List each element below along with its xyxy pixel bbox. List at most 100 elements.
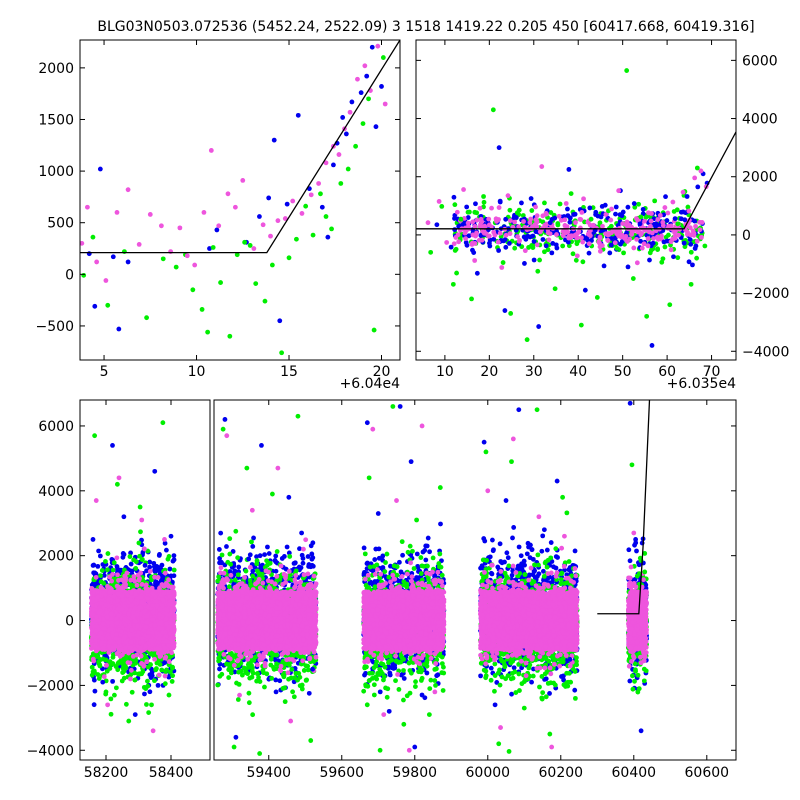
bottom-pink-cloud-point bbox=[114, 583, 120, 589]
top-right-pink-point bbox=[563, 201, 569, 206]
top-left-green-point bbox=[318, 191, 323, 197]
bottom-green-cloud-point bbox=[89, 664, 95, 670]
top-right-pink-cloud-point bbox=[639, 245, 645, 251]
top-right-pink-cloud-point bbox=[578, 225, 583, 231]
top-left-blue-point bbox=[373, 124, 379, 130]
top-left-blue-point bbox=[257, 214, 262, 219]
top-right-blue-cloud-point bbox=[647, 257, 652, 263]
bottom-blue-cloud-point bbox=[171, 553, 177, 559]
top-left-green-point bbox=[234, 252, 240, 258]
top-left-pink-point bbox=[192, 262, 198, 268]
bottom-pink-cloud-point bbox=[139, 581, 145, 587]
top-right-pink-cloud-point bbox=[693, 223, 698, 229]
top-right-pink-point bbox=[698, 168, 704, 174]
top-right-pink-cloud-point bbox=[474, 217, 480, 223]
bottom-green-cloud-point bbox=[162, 681, 168, 687]
top-left-blue-point bbox=[284, 201, 290, 207]
top-right-green-cloud-point bbox=[685, 204, 691, 210]
top-right-pink-cloud-point bbox=[645, 236, 651, 242]
top-left-pink-point bbox=[103, 278, 109, 283]
bottom-blue-cloud-point bbox=[166, 674, 172, 680]
top-right-blue-cloud-point bbox=[531, 239, 537, 244]
top-right-pink-cloud-point bbox=[472, 241, 478, 246]
top-right-green-point bbox=[542, 200, 547, 206]
bottom-green-cloud-point bbox=[99, 568, 105, 573]
top-left-blue-point bbox=[97, 166, 103, 172]
top-right-green-cloud-point bbox=[507, 207, 513, 213]
top-left-pink-point bbox=[382, 101, 388, 107]
top-left-blue-point bbox=[92, 303, 98, 309]
top-left-blue-point bbox=[331, 162, 336, 168]
top-right-green-cloud-point bbox=[542, 249, 547, 255]
top-right-pink-cloud-point bbox=[699, 234, 704, 240]
bottom-green-cloud-point bbox=[119, 678, 125, 684]
top-right-pink-cloud-point bbox=[486, 233, 492, 239]
top-right-blue-point bbox=[684, 194, 690, 199]
top-right-pink-cloud-point bbox=[534, 213, 540, 219]
bottom-blue-cloud-point bbox=[147, 689, 153, 695]
top-left-green-point bbox=[380, 55, 386, 60]
top-right-pink-point bbox=[662, 205, 668, 210]
top-left-green-point bbox=[323, 214, 329, 219]
top-left-green-point bbox=[90, 234, 96, 240]
top-right-green-cloud-point bbox=[647, 250, 653, 256]
top-left-green-point bbox=[294, 236, 299, 242]
bottom-pink-cloud-point bbox=[128, 667, 134, 673]
bottom-blue-cloud-point bbox=[153, 581, 158, 586]
top-right-green-cloud-point bbox=[555, 222, 561, 228]
bottom-blue-cloud-point bbox=[110, 678, 116, 684]
bottom-pink-cloud-point bbox=[157, 654, 163, 659]
top-right-blue-cloud-point bbox=[638, 238, 644, 244]
top-left-green-point bbox=[353, 143, 359, 149]
bottom-pink-cloud-point bbox=[152, 656, 158, 662]
top-left-y-tick-label: 0 bbox=[65, 267, 74, 283]
top-right-green-point bbox=[514, 210, 520, 216]
top-right-pink-cloud-point bbox=[515, 234, 520, 240]
top-left-green-point bbox=[227, 333, 233, 339]
top-right-pink-point bbox=[646, 210, 651, 216]
top-right-pink-cloud-point bbox=[587, 228, 593, 234]
bottom-green-cloud-point bbox=[145, 664, 151, 670]
top-left-blue-point bbox=[125, 259, 131, 265]
bottom-plot: 58200 58400 59400 59600 59800 60000 60200 60400… bbox=[27, 399, 737, 781]
bottom-blue-cloud-point bbox=[96, 548, 101, 554]
top-right-pink-cloud-point bbox=[470, 219, 476, 225]
top-right-blue-cloud-point bbox=[608, 242, 614, 248]
top-right-pink-point bbox=[546, 237, 552, 243]
top-right-green-cloud-point bbox=[694, 255, 700, 261]
top-right-x-tick-label: 30 bbox=[525, 364, 543, 380]
top-left-pink-point bbox=[282, 216, 288, 221]
top-left-marks bbox=[80, 40, 400, 356]
bottom-green-cloud-point bbox=[116, 660, 122, 665]
bottom-pink-cloud-point bbox=[123, 578, 128, 584]
top-right-green-point bbox=[439, 204, 445, 209]
top-right-pink-cloud-point bbox=[627, 236, 633, 242]
top-right-pink-cloud-point bbox=[657, 213, 663, 218]
bottom-blue-cloud-point bbox=[171, 573, 177, 579]
top-right-axes-frame bbox=[415, 39, 737, 361]
top-right-blue-cloud-point bbox=[503, 244, 509, 250]
top-right-pink-point bbox=[670, 199, 676, 205]
bottom-pink-cloud-point bbox=[132, 578, 138, 584]
top-right-blue-cloud-point bbox=[506, 240, 512, 246]
top-right-blue-point bbox=[434, 222, 440, 228]
bottom-green-cloud-point bbox=[171, 567, 177, 573]
top-right-pink-point bbox=[609, 206, 614, 212]
top-right-pink-cloud-point bbox=[620, 221, 626, 227]
top-left-blue-point bbox=[277, 318, 283, 324]
top-right-green-point bbox=[490, 107, 496, 113]
top-right-blue-cloud-point bbox=[686, 259, 692, 265]
top-right-pink-cloud-point bbox=[562, 217, 568, 223]
bottom-green-cloud-point bbox=[108, 711, 114, 717]
top-left-green-point bbox=[190, 287, 196, 293]
top-right-blue-cloud-point bbox=[598, 228, 604, 234]
bottom-segment-points bbox=[88, 420, 177, 734]
bottom-green-cloud-point bbox=[138, 529, 143, 535]
top-right-pink-cloud-point bbox=[697, 227, 703, 233]
top-right-green-cloud-point bbox=[573, 257, 579, 263]
bottom-green-cloud-point bbox=[122, 662, 127, 668]
top-right-green-point bbox=[568, 191, 574, 197]
top-right-blue-cloud-point bbox=[554, 228, 559, 234]
top-right-blue-point bbox=[464, 204, 470, 210]
